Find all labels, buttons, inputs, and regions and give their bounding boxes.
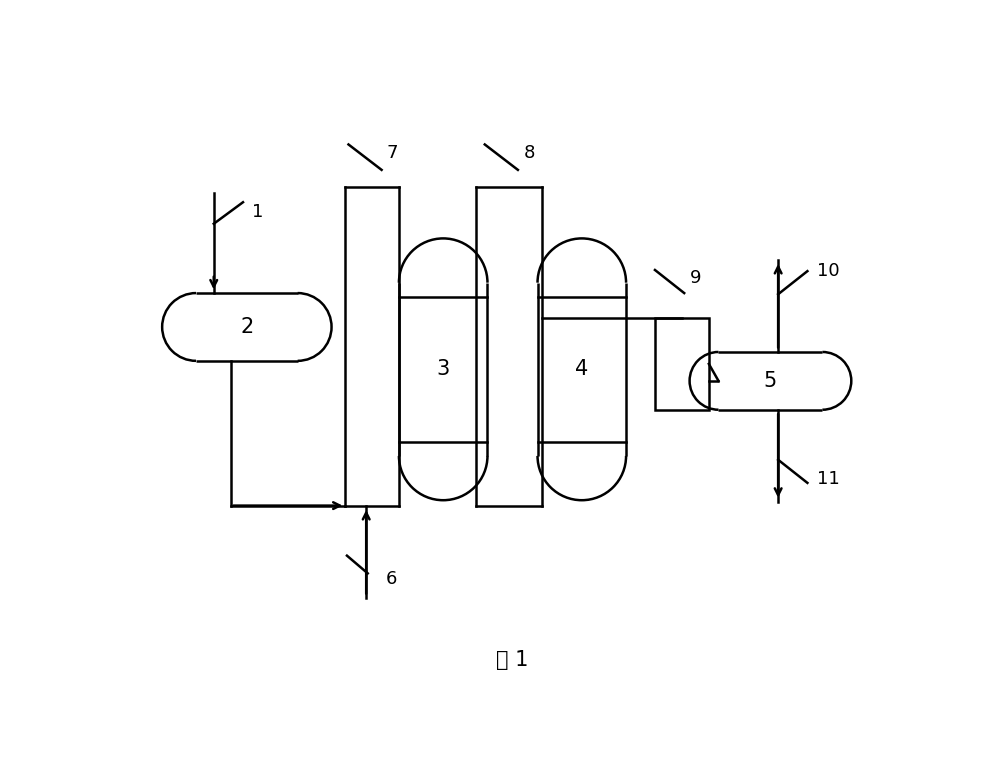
Text: 6: 6 <box>385 570 397 587</box>
Bar <box>655 317 709 410</box>
Text: 1: 1 <box>252 204 264 221</box>
Text: 4: 4 <box>575 359 588 379</box>
Text: 10: 10 <box>817 262 839 280</box>
Text: 3: 3 <box>437 359 450 379</box>
Text: 7: 7 <box>387 143 398 162</box>
Text: 2: 2 <box>240 317 253 337</box>
Text: 图 1: 图 1 <box>496 649 529 670</box>
Text: 9: 9 <box>690 269 701 287</box>
Text: 11: 11 <box>817 470 839 488</box>
Text: 8: 8 <box>523 143 535 162</box>
Text: 5: 5 <box>764 371 777 391</box>
